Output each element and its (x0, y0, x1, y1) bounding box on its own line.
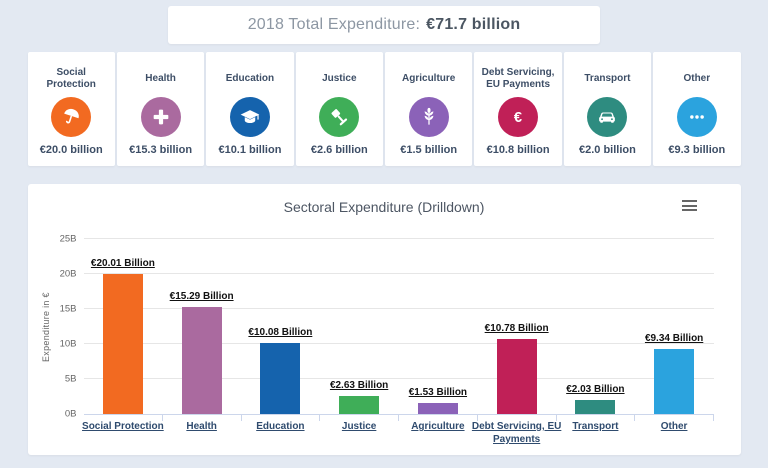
bar-justice[interactable] (339, 395, 380, 414)
bar-value-label-agriculture[interactable]: €1.53 Billion (408, 387, 468, 399)
chart-title: Sectoral Expenditure (Drilldown) (283, 199, 485, 215)
bar-value-label-justice[interactable]: €2.63 Billion (329, 379, 389, 391)
svg-text:€: € (514, 110, 522, 126)
card-icon-circle (51, 97, 92, 137)
x-axis-label-health[interactable]: Health (186, 421, 217, 432)
chart-column-education: €10.08 Billion Education (241, 240, 320, 432)
card-title: Health (145, 72, 176, 84)
gridline (83, 378, 714, 379)
card-justice: Justice €2.6 billion (295, 52, 383, 166)
x-axis-label-agriculture[interactable]: Agriculture (411, 421, 465, 432)
gridline (83, 308, 714, 309)
card-title: Social Protection (46, 66, 96, 91)
card-title: Agriculture (402, 72, 456, 84)
total-expenditure-value: €71.7 billion (426, 16, 521, 33)
graduation-cap-icon (239, 106, 261, 128)
card-icon-circle (676, 97, 717, 137)
bar-value-label-debt-servicing-eu-payments[interactable]: €10.78 Billion (484, 322, 549, 334)
x-axis-label-justice[interactable]: Justice (341, 421, 377, 432)
x-axis-label-other[interactable]: Other (660, 421, 688, 432)
chart-column-agriculture: €1.53 Billion Agriculture (399, 240, 478, 432)
plot-area: 0B 5B 10B 15B 20B 25B €20.01 Billion Social Pro… (60, 234, 714, 445)
hamburger-menu-icon[interactable] (681, 200, 697, 211)
bar-health[interactable] (181, 306, 222, 414)
gridline (83, 273, 714, 274)
gridline (83, 238, 714, 239)
card-icon-circle: € (498, 97, 539, 137)
card-health: Health €15.3 billion (116, 52, 205, 166)
wheat-icon (418, 106, 440, 128)
bar-value-label-health[interactable]: €15.29 Billion (169, 290, 234, 302)
card-title: Education (225, 72, 275, 84)
bar-value-label-education[interactable]: €10.08 Billion (248, 327, 313, 339)
chart-column-debt-servicing-eu-payments: €10.78 Billion Debt Servicing, EU Payment… (472, 240, 561, 445)
card-title: Debt Servicing, EU Payments (481, 66, 555, 91)
x-axis-label-transport[interactable]: Transport (572, 421, 619, 432)
card-value: €2.6 billion (310, 144, 368, 156)
chart-column-health: €15.29 Billion Health (162, 240, 242, 432)
x-axis-label-education[interactable]: Education (256, 421, 305, 432)
card-icon-circle (587, 97, 628, 137)
card-value: €2.0 billion (579, 144, 636, 156)
card-icon-circle (319, 97, 360, 137)
chart-column-social-protection: €20.01 Billion Social Protection (82, 240, 164, 432)
card-value: €10.1 billion (218, 144, 282, 156)
card-icon-circle (140, 97, 181, 137)
chart-column-other: €9.34 Billion Other (635, 240, 714, 432)
y-axis-tick-label: 0B (64, 408, 77, 420)
card-title: Other (683, 72, 711, 84)
card-social-protection: Social Protection €20.0 billion (27, 52, 115, 166)
gavel-icon (328, 106, 350, 128)
card-other: Other €9.3 billion (653, 52, 741, 166)
y-axis-title: Expenditure in € (40, 292, 51, 363)
chart-panel: Sectoral Expenditure (Drilldown) Expendi… (27, 184, 741, 455)
y-axis-tick-label: 10B (59, 338, 77, 350)
plus-icon (150, 106, 172, 128)
bar-value-label-transport[interactable]: €2.03 Billion (566, 383, 625, 395)
chart-column-justice: €2.63 Billion Justice (320, 240, 399, 432)
bar-agriculture[interactable] (417, 403, 458, 414)
bar-other[interactable] (654, 348, 695, 414)
page: 2018 Total Expenditure: €71.7 billion So… (0, 6, 768, 455)
card-education: Education €10.1 billion (206, 52, 294, 166)
card-debt-servicing-eu-payments: Debt Servicing, EU Payments € €10.8 bill… (474, 52, 562, 166)
gridline (83, 343, 714, 344)
bar-social-protection[interactable] (102, 273, 143, 414)
card-row: Social Protection €20.0 billion Health €… (27, 52, 741, 166)
chart-column-transport: €2.03 Billion Transport (556, 240, 635, 432)
card-value: €10.8 billion (486, 144, 550, 156)
car-icon (596, 106, 618, 128)
bar-debt-servicing-eu-payments[interactable] (496, 338, 537, 414)
total-expenditure-label: 2018 Total Expenditure: (247, 16, 421, 33)
y-axis-tick-label: 25B (59, 233, 77, 245)
card-value: €15.3 billion (129, 144, 193, 156)
ellipsis-icon (686, 106, 708, 128)
card-transport: Transport €2.0 billion (563, 52, 652, 166)
umbrella-icon (60, 106, 82, 128)
bar-transport[interactable] (575, 399, 616, 414)
bar-value-label-social-protection[interactable]: €20.01 Billion (90, 257, 155, 269)
card-agriculture: Agriculture €1.5 billion (385, 52, 473, 166)
x-axis-label-debt-servicing-eu-payments[interactable]: Debt Servicing, EU Payments (471, 421, 562, 445)
card-icon-circle (408, 97, 449, 137)
y-axis-tick-label: 15B (59, 303, 77, 315)
card-value: €1.5 billion (400, 144, 458, 156)
card-title: Justice (322, 72, 357, 84)
card-title: Transport (584, 72, 631, 84)
bar-education[interactable] (260, 343, 301, 414)
card-value: €9.3 billion (668, 144, 726, 156)
bar-value-label-other[interactable]: €9.34 Billion (644, 332, 704, 344)
card-icon-circle (229, 97, 270, 137)
total-expenditure-banner: 2018 Total Expenditure: €71.7 billion (168, 6, 600, 44)
euro-icon: € (507, 106, 529, 128)
card-value: €20.0 billion (39, 144, 103, 156)
y-axis-tick-label: 5B (64, 373, 77, 385)
x-axis-label-social-protection[interactable]: Social Protection (82, 421, 164, 432)
y-axis-tick-label: 20B (59, 268, 77, 280)
